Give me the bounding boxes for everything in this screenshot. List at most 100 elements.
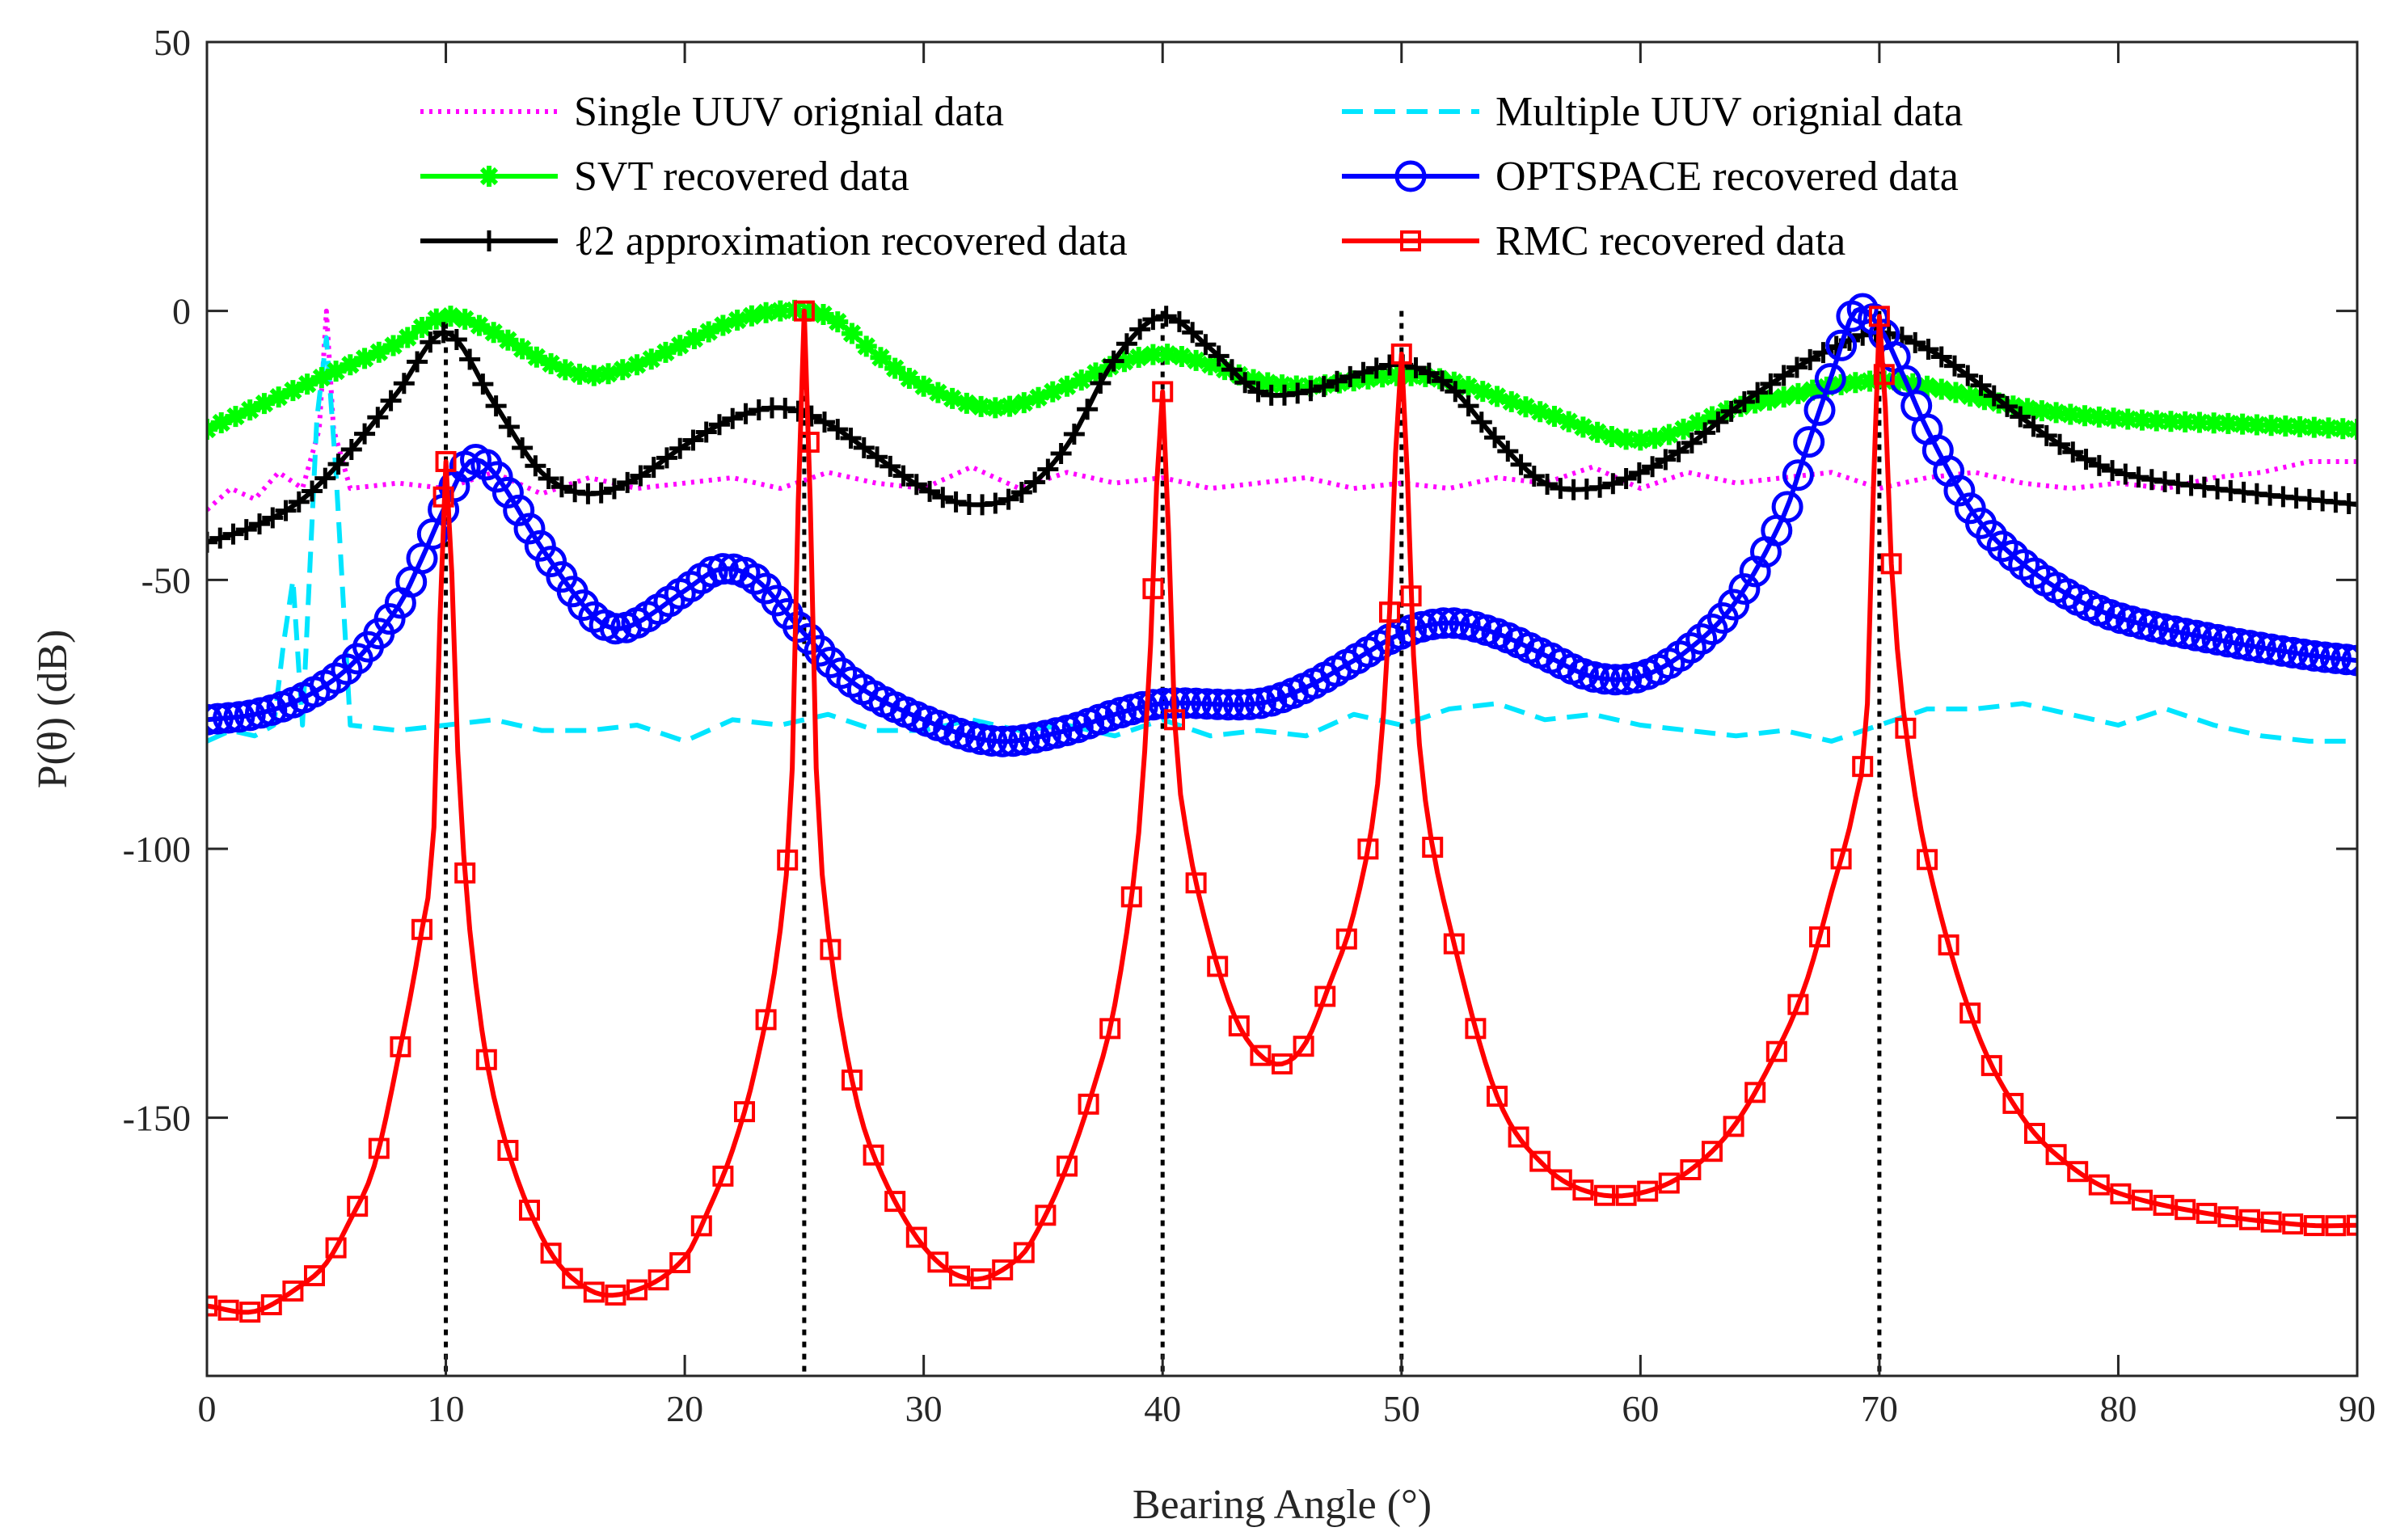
data-point [555, 359, 576, 381]
data-point [2031, 400, 2052, 422]
data-point [2303, 1215, 2325, 1237]
data-point [373, 603, 406, 635]
data-point [1335, 928, 1357, 950]
data-point [2060, 403, 2082, 425]
data-point [340, 354, 361, 376]
data-point [727, 310, 749, 331]
data-point [2239, 1209, 2260, 1230]
data-point [1272, 1053, 1293, 1075]
data-point [1859, 370, 1881, 392]
data-point [2203, 412, 2225, 434]
data-point [1720, 400, 1742, 422]
data-point [1400, 585, 1422, 607]
data-point [1128, 347, 1149, 369]
data-point [2282, 1213, 2304, 1235]
data-point [2347, 1214, 2357, 1236]
data-point [1432, 370, 1453, 392]
data-point [454, 308, 476, 330]
data-point [1917, 375, 1938, 397]
data-point [626, 1279, 648, 1301]
data-point [483, 322, 504, 344]
data-point [992, 1259, 1014, 1281]
data-point [1803, 394, 1836, 426]
data-point [2338, 493, 2357, 515]
data-point [898, 367, 920, 389]
data-point [1129, 319, 1151, 340]
data-point [1208, 345, 1230, 367]
data-point [1630, 429, 1651, 451]
data-point [1930, 378, 1952, 400]
data-point [905, 1226, 927, 1248]
x-tick-label: 30 [905, 1388, 943, 1429]
data-point [513, 513, 546, 545]
data-point [2141, 469, 2162, 491]
data-point [2024, 1122, 2045, 1144]
data-point [1786, 357, 1808, 378]
data-point [2325, 1215, 2347, 1237]
data-point [479, 166, 500, 187]
data-point [1747, 382, 1769, 403]
data-point [1445, 381, 1466, 403]
data-point [2319, 642, 2352, 674]
data-point [905, 474, 927, 496]
x-tick-label: 10 [428, 1388, 465, 1429]
data-point [1185, 349, 1207, 371]
data-point [1642, 456, 1664, 478]
data-point [1988, 392, 2010, 414]
data-point [870, 347, 892, 369]
data-point [1457, 376, 1479, 398]
data-point [1116, 333, 1137, 355]
data-point [239, 399, 261, 421]
data-point [1195, 334, 1217, 356]
data-point [2088, 454, 2110, 476]
data-point [1673, 418, 1694, 440]
data-point [1957, 365, 1979, 386]
data-point [1200, 354, 1221, 376]
data-point [683, 328, 705, 350]
data-point [669, 437, 691, 459]
data-point [569, 363, 591, 385]
data-point [1191, 688, 1223, 720]
data-point [1185, 872, 1207, 894]
data-point [1379, 601, 1400, 623]
data-point [590, 482, 612, 504]
data-point [734, 1101, 755, 1123]
data-point [225, 406, 247, 428]
data-point [1035, 1205, 1057, 1226]
data-point [1765, 1040, 1787, 1062]
data-point [2017, 398, 2039, 420]
data-point [884, 357, 906, 379]
data-point [562, 1268, 584, 1289]
data-point [1137, 689, 1169, 721]
data-point [1997, 539, 2029, 572]
axes: 0 10 20 30 40 50 60 70 80 90 50 0 -50 -100 -150 [123, 22, 2376, 1429]
data-point [2196, 1202, 2217, 1224]
data-point [1242, 369, 1264, 390]
data-point [1357, 838, 1379, 860]
legend-item: Single UUV orignial data [420, 89, 1004, 135]
data-point [1155, 306, 1177, 327]
data-point [1658, 1172, 1680, 1194]
data-point [1180, 687, 1213, 719]
data-point [927, 382, 949, 403]
data-point [1164, 709, 1185, 731]
data-point [297, 373, 318, 395]
data-point [1228, 1015, 1250, 1037]
series-line [207, 335, 2357, 744]
data-point [1799, 348, 1821, 370]
data-point [1825, 329, 1858, 361]
data-point [755, 302, 777, 323]
data-point [739, 563, 771, 595]
data-point [1078, 1093, 1099, 1115]
data-point [2110, 1183, 2132, 1205]
data-point [1655, 449, 1677, 470]
data-point [1997, 395, 2018, 417]
data-point [735, 403, 757, 424]
data-point [2234, 630, 2266, 662]
data-point [1372, 366, 1394, 388]
data-point [239, 1302, 261, 1323]
legend-item: Multiple UUV orignial data [1342, 89, 1963, 135]
data-point [2049, 433, 2071, 455]
data-point [945, 491, 967, 513]
